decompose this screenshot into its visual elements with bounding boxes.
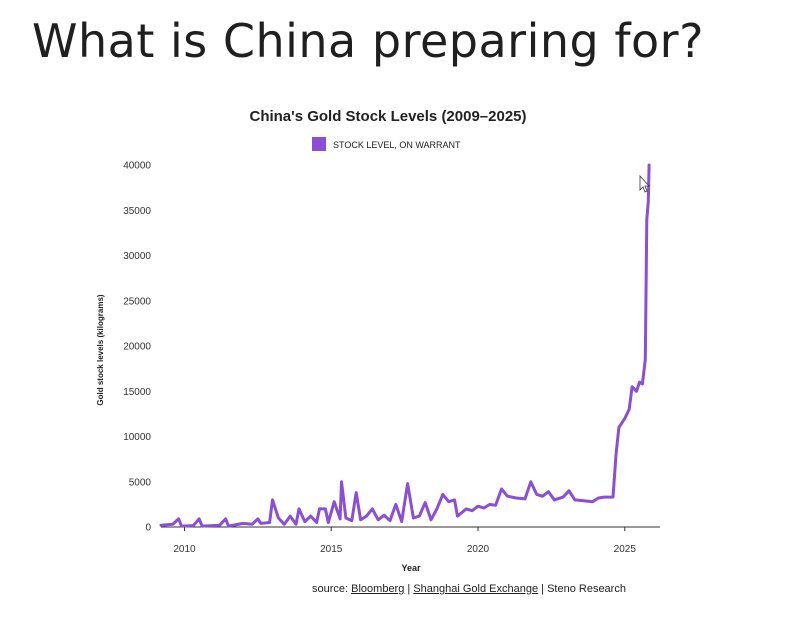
- x-tick-label: 2025: [614, 544, 637, 555]
- source-prefix: source:: [312, 583, 352, 595]
- chart-title: China's Gold Stock Levels (2009–2025): [249, 108, 526, 125]
- source-link-sge[interactable]: Shanghai Gold Exchange: [413, 583, 539, 595]
- source-separator-1: |: [404, 583, 414, 595]
- y-axis-ticks: 0 5000 10000 15000 20000 25000 30000 35000 40000: [123, 161, 151, 534]
- y-tick-label: 15000: [123, 387, 151, 398]
- source-link-bloomberg[interactable]: Bloomberg: [351, 583, 405, 595]
- slide-title: What is China preparing for?: [32, 14, 704, 68]
- source-line: source: Bloomberg | Shanghai Gold Exchan…: [312, 583, 626, 595]
- y-tick-label: 35000: [123, 206, 151, 217]
- x-axis-ticks: 2010 2015 2020 2025: [173, 527, 636, 555]
- y-tick-label: 0: [145, 523, 151, 534]
- y-tick-label: 40000: [123, 161, 151, 172]
- y-tick-label: 30000: [123, 251, 151, 262]
- series-line-stock-level: [159, 163, 651, 528]
- source-tail: Steno Research: [547, 583, 626, 595]
- x-tick-label: 2010: [173, 544, 196, 555]
- y-tick-label: 5000: [129, 477, 152, 488]
- mouse-cursor-icon: [639, 174, 650, 193]
- x-tick-label: 2015: [320, 544, 343, 555]
- y-tick-label: 10000: [123, 432, 151, 443]
- x-tick-label: 2020: [467, 544, 490, 555]
- y-tick-label: 25000: [123, 296, 151, 307]
- y-axis-label: Gold stock levels (kilograms): [96, 294, 105, 405]
- y-tick-label: 20000: [123, 342, 151, 353]
- x-axis-label: Year: [401, 563, 421, 573]
- legend-label: STOCK LEVEL, ON WARRANT: [333, 140, 461, 150]
- source-separator-2: |: [538, 583, 548, 595]
- legend-swatch: [312, 137, 326, 151]
